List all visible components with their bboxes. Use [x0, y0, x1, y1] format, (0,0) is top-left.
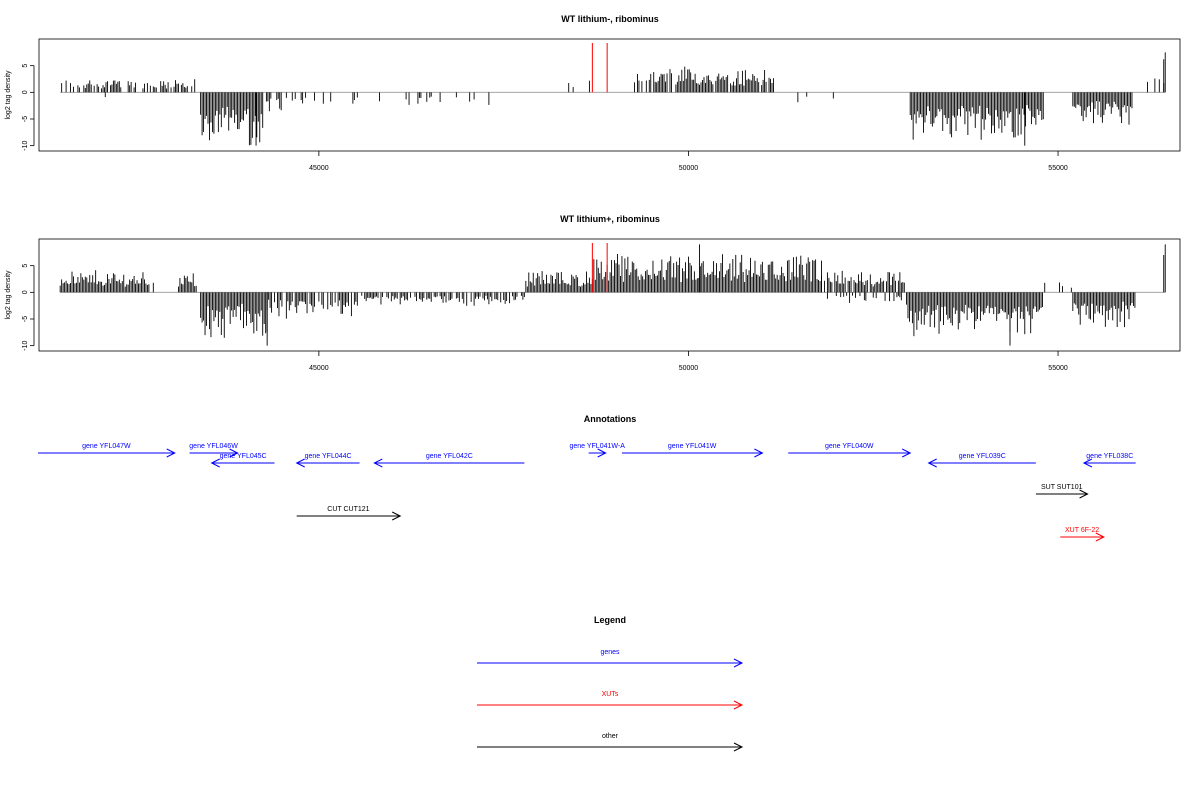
feature-gene-yfl044c: gene YFL044C — [295, 453, 360, 468]
arrowhead — [597, 448, 607, 458]
feature-gene-yfl047w: gene YFL047W — [38, 443, 176, 458]
feature-label: XUT 6F-22 — [1065, 527, 1099, 534]
feature-label: gene YFL040W — [825, 443, 874, 450]
y-tick-label: -10 — [22, 141, 29, 151]
feature-label: gene YFL047W — [82, 443, 131, 450]
arrowhead — [295, 458, 305, 468]
arrowhead — [210, 458, 220, 468]
y-axis: -10 -5 0 5 — [22, 264, 35, 351]
legend-label: genes — [600, 649, 620, 656]
feature-gene-yfl045c: gene YFL045C — [210, 453, 275, 468]
y-tick-label: -10 — [22, 341, 29, 351]
feature-xut-6f-22: XUT 6F-22 — [1060, 527, 1105, 542]
y-axis: -10 -5 0 5 — [22, 64, 35, 151]
y-tick-label: 5 — [22, 64, 29, 68]
legend-entry-other: other — [477, 733, 744, 752]
arrowhead — [1082, 458, 1093, 468]
x-tick-label: 50000 — [679, 365, 699, 372]
legend: Legend genes XUTs other — [477, 615, 744, 752]
x-tick-label: 45000 — [309, 365, 329, 372]
legend-entry-xuts: XUTs — [477, 691, 744, 710]
feature-gene-yfl046w: gene YFL046W — [189, 443, 239, 458]
feature-gene-yfl042c: gene YFL042C — [373, 453, 525, 468]
legend-entry-genes: genes — [477, 649, 744, 668]
arrowhead — [373, 458, 383, 468]
y-tick-label: -5 — [22, 316, 29, 322]
density-bars — [60, 43, 1166, 146]
feature-label: gene YFL046W — [189, 443, 238, 450]
density-bars — [59, 243, 1166, 346]
arrowhead — [927, 458, 937, 468]
annotation-features: gene YFL047W gene YFL046W gene YFL045C gene… — [38, 443, 1136, 542]
feature-sut-sut101: SUT SUT101 — [1035, 484, 1089, 499]
arrowhead — [733, 700, 744, 710]
plot-frame — [38, 238, 1181, 352]
x-axis: 45000 50000 55000 — [309, 151, 1068, 172]
arrowhead — [229, 448, 239, 458]
chart-title: WT lithium-, ribominus — [561, 14, 659, 24]
feature-label: CUT CUT121 — [327, 506, 369, 513]
x-axis: 45000 50000 55000 — [309, 351, 1068, 372]
feature-label: SUT SUT101 — [1041, 484, 1083, 491]
arrowhead — [391, 511, 402, 521]
y-tick-label: 5 — [22, 264, 29, 268]
arrowhead — [1095, 532, 1105, 542]
feature-gene-yfl040w: gene YFL040W — [788, 443, 912, 458]
legend-label: other — [602, 733, 619, 740]
annotations-track: Annotations gene YFL047W gene YFL046Wgene… — [38, 414, 1136, 542]
track-panel-lithium-minus: WT lithium-, ribominus 45000 50000 55000 -… — [5, 14, 1181, 172]
legend-label: XUTs — [602, 691, 619, 698]
y-tick-label: -5 — [22, 116, 29, 122]
x-tick-label: 55000 — [1048, 165, 1068, 172]
y-axis-label: log2 tag density — [5, 270, 12, 320]
annotations-title: Annotations — [584, 414, 637, 424]
chart-title: WT lithium+, ribominus — [560, 214, 660, 224]
feature-label: gene YFL041W — [668, 443, 717, 450]
feature-label: gene YFL042C — [426, 453, 473, 460]
feature-label: gene YFL041W-A — [569, 443, 625, 450]
feature-label: gene YFL038C — [1086, 453, 1133, 460]
x-tick-label: 55000 — [1048, 365, 1068, 372]
feature-label: gene YFL045C — [220, 453, 267, 460]
x-tick-label: 50000 — [679, 165, 699, 172]
y-tick-label: 0 — [22, 90, 29, 94]
feature-gene-yfl038c: gene YFL038C — [1082, 453, 1136, 468]
track-panel-lithium-plus: WT lithium+, ribominus 45000 50000 55000 -… — [5, 214, 1181, 372]
arrowhead — [1079, 489, 1089, 499]
x-tick-label: 45000 — [309, 165, 329, 172]
legend-items: genes XUTs other — [477, 649, 744, 752]
arrowhead — [901, 448, 912, 458]
feature-cut-cut121: CUT CUT121 — [296, 506, 402, 521]
legend-title: Legend — [594, 615, 626, 625]
plot-frame — [38, 38, 1181, 152]
feature-label: gene YFL044C — [305, 453, 352, 460]
arrowhead — [754, 448, 764, 458]
y-axis-label: log2 tag density — [5, 70, 12, 120]
feature-label: gene YFL039C — [959, 453, 1006, 460]
arrowhead — [733, 742, 744, 752]
arrowhead — [166, 448, 176, 458]
feature-gene-yfl041w: gene YFL041W — [621, 443, 764, 458]
feature-gene-yfl041w-a: gene YFL041W-A — [569, 443, 625, 458]
feature-gene-yfl039c: gene YFL039C — [927, 453, 1036, 468]
arrowhead — [733, 658, 744, 668]
y-tick-label: 0 — [22, 290, 29, 294]
